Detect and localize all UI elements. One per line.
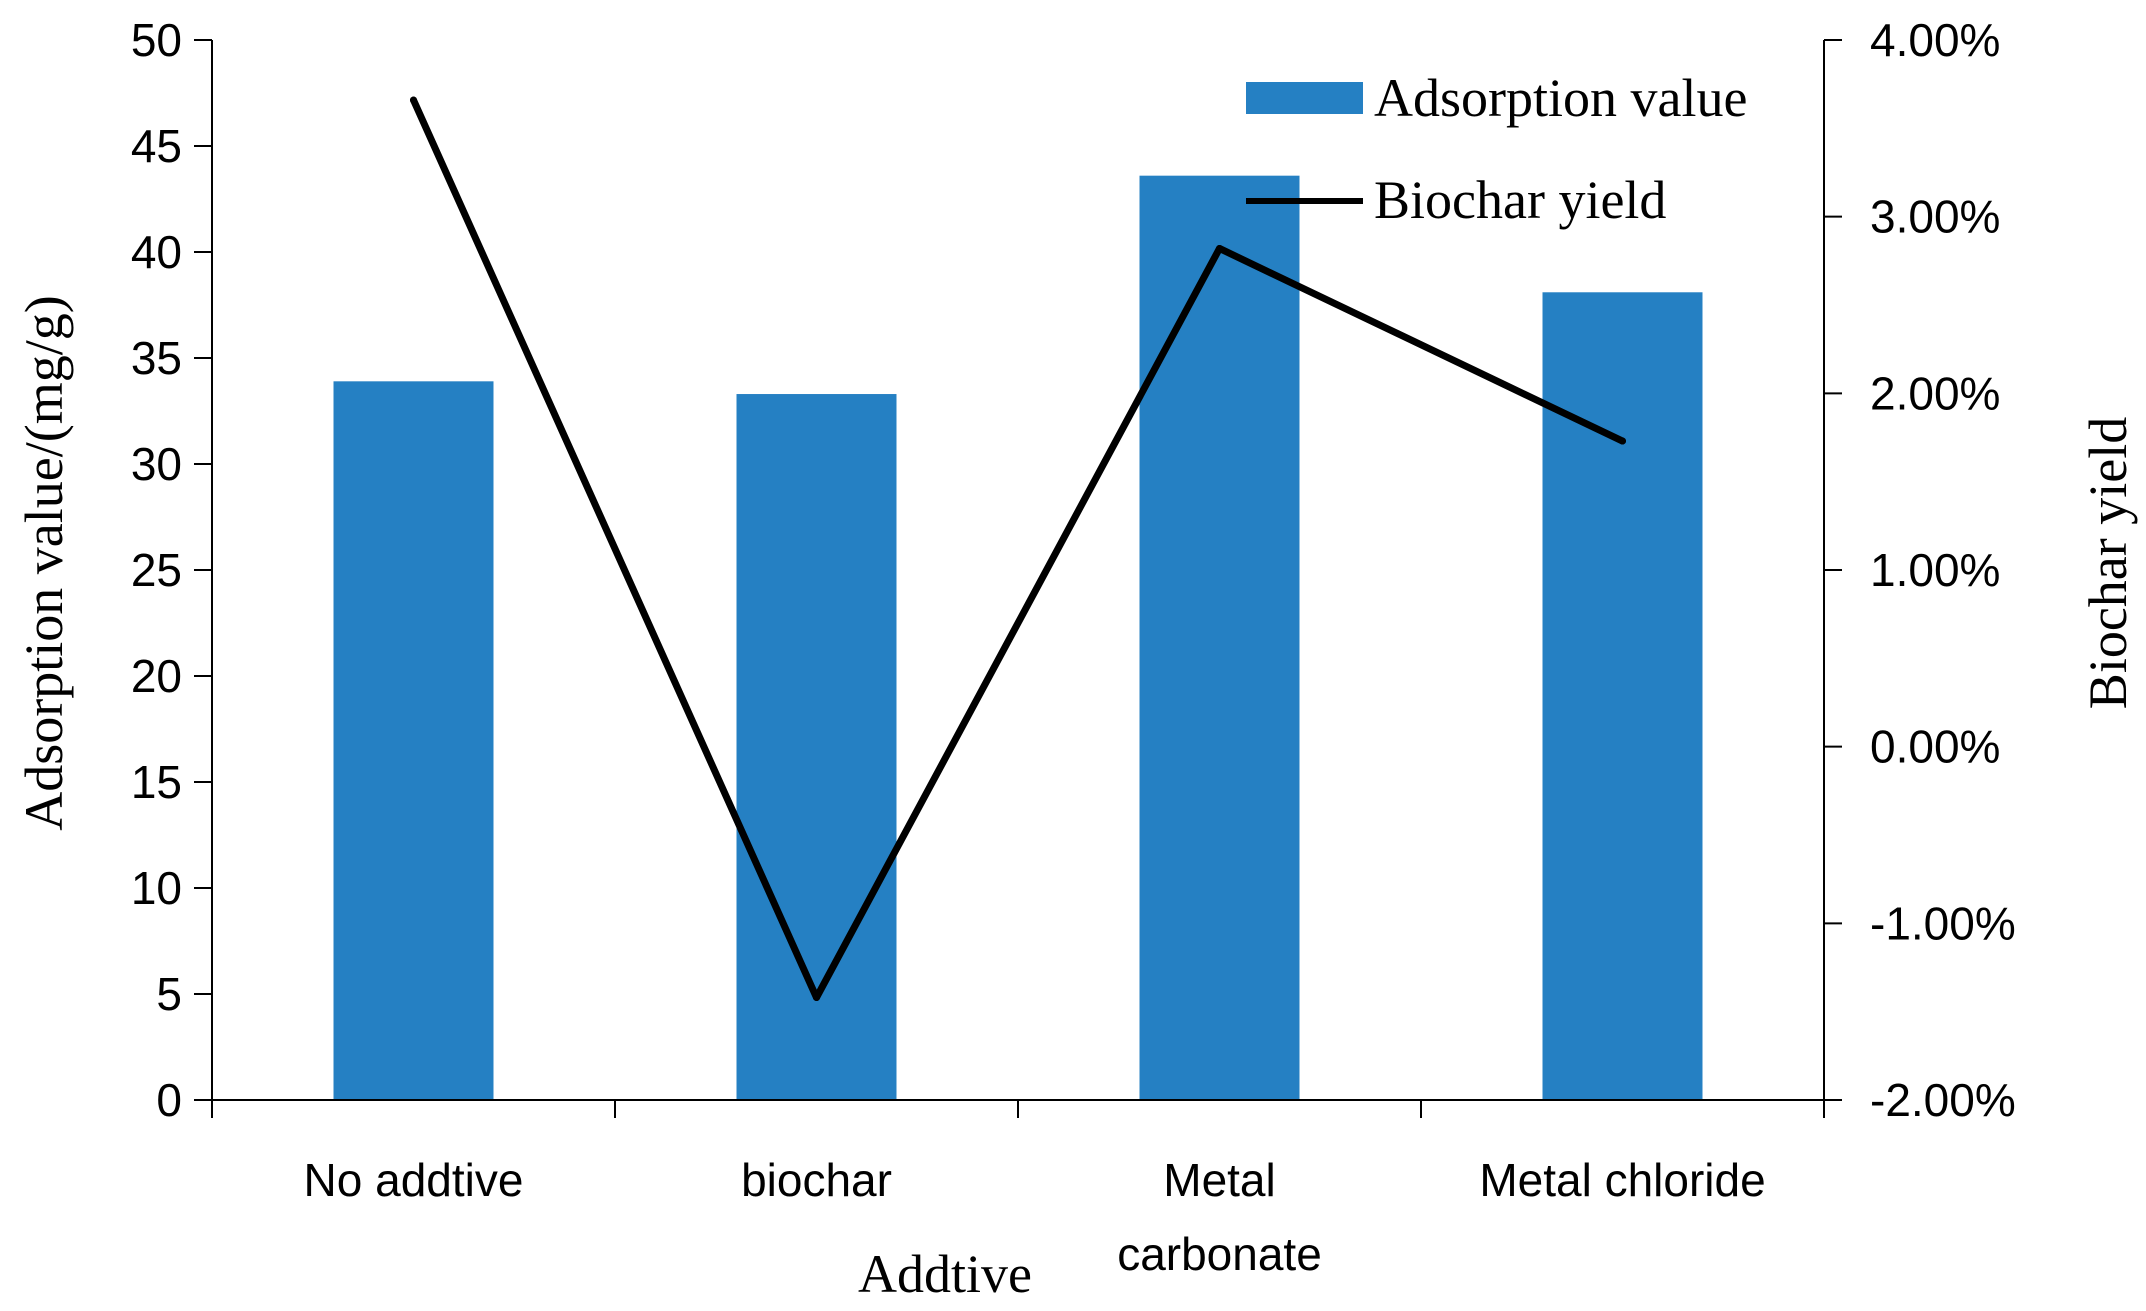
y2-tick-label: 3.00% bbox=[1870, 191, 2000, 243]
legend-label-biochar-yield: Biochar yield bbox=[1374, 170, 1666, 230]
biochar-yield-point-4 bbox=[1619, 437, 1626, 445]
x-tick-label: Metal chloride bbox=[1479, 1154, 1765, 1206]
biochar-yield-line bbox=[410, 96, 1626, 1002]
y-tick-label: 45 bbox=[131, 120, 182, 172]
y-axis-title: Adsorption value/(mg/g) bbox=[14, 295, 74, 830]
y2-tick-label: 0.00% bbox=[1870, 721, 2000, 773]
biochar-yield-point-2 bbox=[813, 994, 820, 1002]
y-tick-label: 35 bbox=[131, 332, 182, 384]
y-tick-label: 20 bbox=[131, 650, 182, 702]
bar-1 bbox=[333, 381, 494, 1100]
y-tick-label: 0 bbox=[156, 1074, 182, 1126]
legend: Adsorption value Biochar yield bbox=[1246, 68, 1747, 230]
y2-tick-label: -1.00% bbox=[1870, 897, 2016, 949]
ticks-layer: 0 5 10 15 20 25 30 35 40 45 50 -2.00% -1.00% 0.00% 1.0… bbox=[131, 14, 2016, 1280]
y-tick-label: 50 bbox=[131, 14, 182, 66]
axes-layer bbox=[194, 39, 1842, 1118]
biochar-yield-point-3 bbox=[1216, 244, 1223, 252]
legend-swatch-adsorption bbox=[1246, 82, 1363, 114]
y-tick-label: 40 bbox=[131, 226, 182, 278]
x-tick-label: carbonate bbox=[1117, 1228, 1322, 1280]
line-layer bbox=[410, 96, 1626, 1002]
y-tick-label: 25 bbox=[131, 544, 182, 596]
y2-axis-title: Biochar yield bbox=[2078, 417, 2138, 709]
bar-2 bbox=[736, 394, 897, 1100]
x-tick-label: No addtive bbox=[304, 1154, 524, 1206]
x-axis-title: Addtive bbox=[858, 1244, 1032, 1304]
y-tick-label: 30 bbox=[131, 438, 182, 490]
x-tick-label: biochar bbox=[741, 1154, 892, 1206]
y2-tick-label: -2.00% bbox=[1870, 1074, 2016, 1126]
bar-4 bbox=[1542, 292, 1703, 1100]
y2-tick-label: 1.00% bbox=[1870, 544, 2000, 596]
x-tick-label: Metal bbox=[1163, 1154, 1275, 1206]
biochar-yield-point-1 bbox=[410, 96, 417, 104]
y-tick-label: 15 bbox=[131, 756, 182, 808]
legend-label-adsorption: Adsorption value bbox=[1374, 68, 1747, 128]
y2-tick-label: 2.00% bbox=[1870, 367, 2000, 419]
bars-layer bbox=[333, 175, 1703, 1100]
y-tick-label: 5 bbox=[156, 968, 182, 1020]
y-tick-label: 10 bbox=[131, 862, 182, 914]
y2-tick-label: 4.00% bbox=[1870, 14, 2000, 66]
bar-3 bbox=[1139, 175, 1300, 1100]
